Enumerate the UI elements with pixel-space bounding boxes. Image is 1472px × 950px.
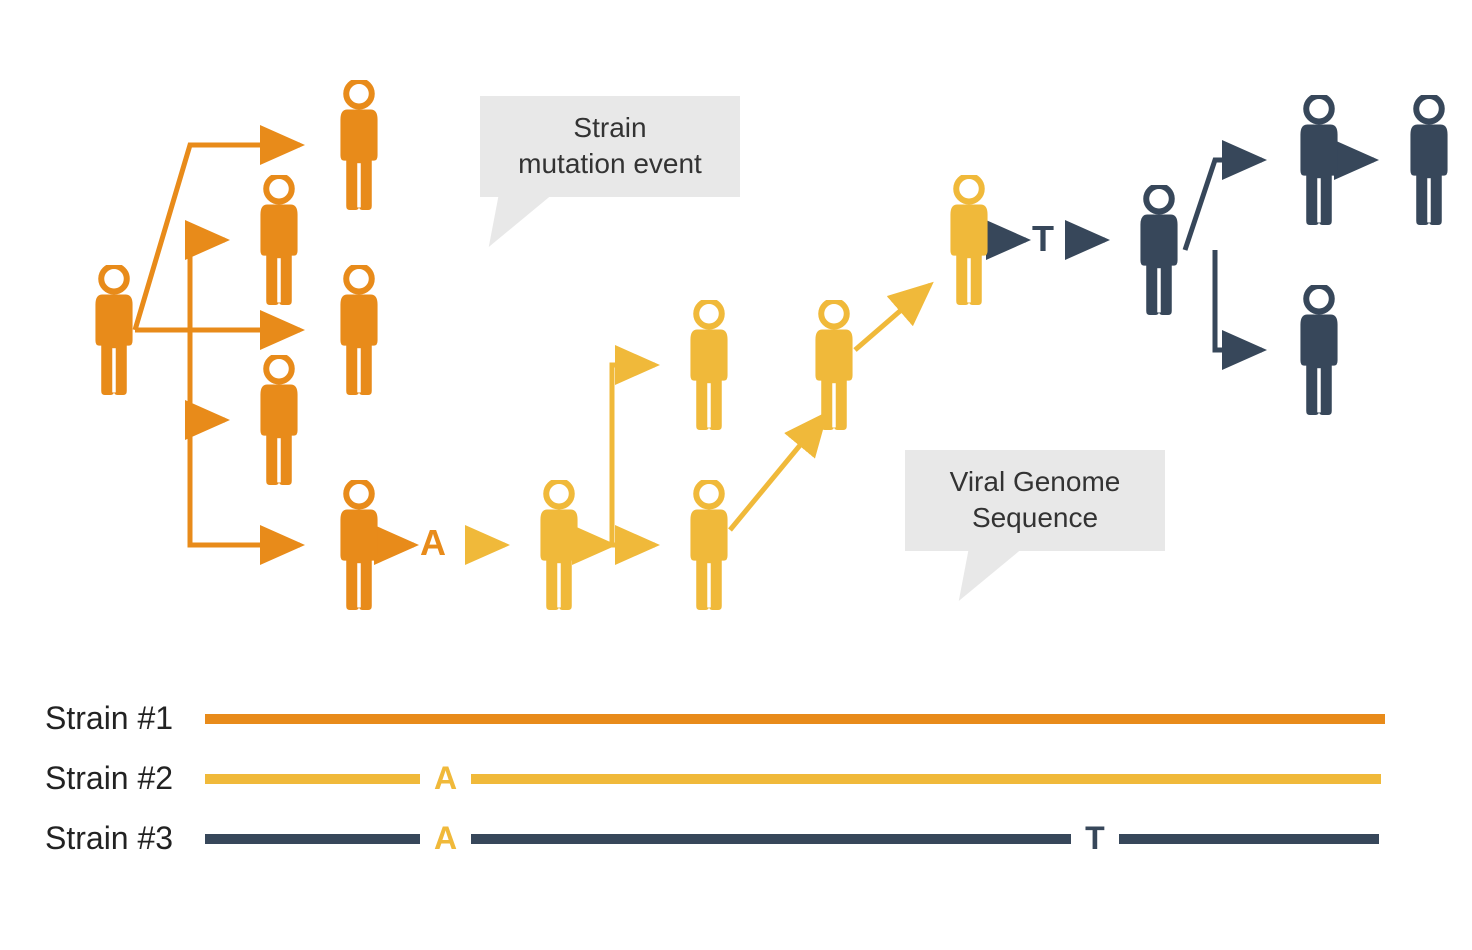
mutation-marker: A [434, 760, 457, 797]
strain-row: Strain #1 [45, 700, 1405, 737]
person-icon [330, 265, 388, 400]
strain-row: Strain #3AT [45, 820, 1405, 857]
mutation-letter: T [1032, 218, 1054, 260]
strain-sequence: A [205, 760, 1405, 797]
callout-tail [461, 192, 556, 247]
mutation-marker: A [434, 820, 457, 857]
sequence-segment [205, 834, 420, 844]
person-icon [805, 300, 863, 435]
sequence-segment [205, 774, 420, 784]
person-icon [1400, 95, 1458, 230]
person-icon [680, 300, 738, 435]
sequence-segment [205, 714, 1385, 724]
sequence-segment [471, 774, 1381, 784]
transmission-arrow [612, 365, 655, 545]
callout-mutation-event: Strainmutation event [480, 96, 740, 197]
strain-row: Strain #2 A [45, 760, 1405, 797]
person-icon [330, 480, 388, 615]
strain-label: Strain #1 [45, 700, 205, 737]
transmission-arrow [1185, 160, 1262, 250]
transmission-arrow [855, 285, 930, 350]
mutation-marker: T [1085, 820, 1105, 857]
person-icon [85, 265, 143, 400]
mutation-letter: A [420, 522, 446, 564]
person-icon [940, 175, 998, 310]
person-icon [1290, 95, 1348, 230]
transmission-arrow [190, 240, 225, 330]
transmission-arrow [190, 330, 225, 420]
sequence-segment [1119, 834, 1379, 844]
person-icon [1290, 285, 1348, 420]
callout-genome-sequence: Viral GenomeSequence [905, 450, 1165, 551]
person-icon [250, 355, 308, 490]
strain-label: Strain #3 [45, 820, 205, 857]
strain-sequence [205, 714, 1405, 724]
person-icon [330, 80, 388, 215]
sequence-segment [471, 834, 1071, 844]
person-icon [250, 175, 308, 310]
person-icon [530, 480, 588, 615]
callout-tail [931, 546, 1026, 601]
transmission-arrow [1215, 250, 1262, 350]
person-icon [1130, 185, 1188, 320]
person-icon [680, 480, 738, 615]
strain-sequence: AT [205, 820, 1405, 857]
strain-label: Strain #2 [45, 760, 205, 797]
